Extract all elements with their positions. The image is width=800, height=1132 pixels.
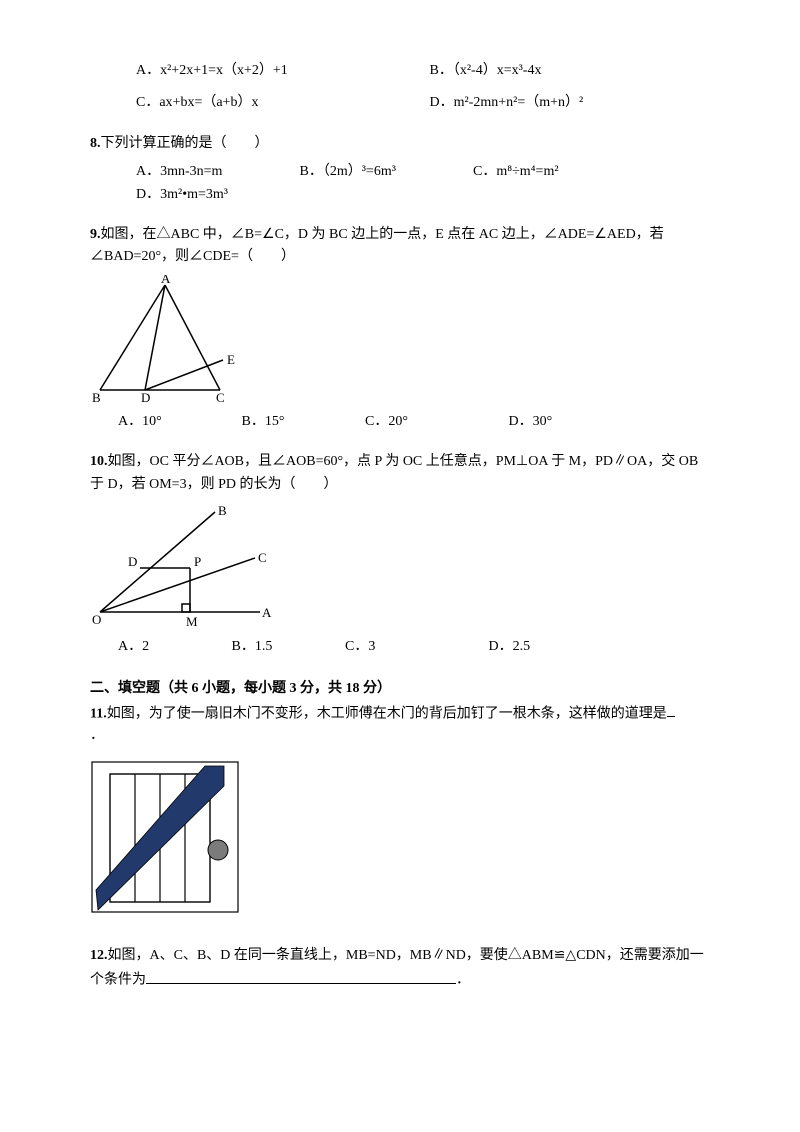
svg-text:C: C — [216, 390, 225, 405]
q8-options: A．3mn-3n=m B．（2m）³=6m³ C．m⁸÷m⁴=m² D．3m²•… — [90, 161, 710, 206]
q10-opt-c[interactable]: C．3 — [345, 636, 485, 658]
q11-stem-row: 11.如图，为了使一扇旧木门不变形，木工师傅在木门的背后加钉了一根木条，这样做的… — [90, 701, 710, 748]
q8-opt-c[interactable]: C．m⁸÷m⁴=m² — [473, 161, 603, 183]
q11-figure — [90, 760, 710, 915]
q9-opt-a[interactable]: A．10° — [118, 411, 238, 433]
svg-text:A: A — [161, 275, 171, 286]
q12-stem-row: 12.如图，A、C、B、D 在同一条直线上，MB=ND，MB∥ND，要使△ABM… — [90, 945, 710, 992]
svg-text:P: P — [194, 554, 201, 569]
q12-number: 12. — [90, 948, 108, 963]
svg-text:D: D — [128, 554, 137, 569]
q9-options: A．10° B．15° C．20° D．30° — [90, 411, 710, 433]
q11-stem-a: 如图，为了使一扇旧木门不变形，木工师傅在木门的背后加钉了一根木条，这样做的道理是 — [107, 706, 667, 721]
q12-blank[interactable] — [146, 967, 456, 983]
q9-stem-row: 9.如图，在△ABC 中，∠B=∠C，D 为 BC 边上的一点，E 点在 AC … — [90, 224, 710, 269]
svg-text:M: M — [186, 614, 198, 629]
q10-options: A．2 B．1.5 C．3 D．2.5 — [90, 636, 710, 658]
q12-stem-b: ． — [456, 973, 470, 988]
q8-opt-b[interactable]: B．（2m）³=6m³ — [300, 161, 440, 183]
q7-opt-a[interactable]: A．x²+2x+1=x（x+2）+1 — [136, 60, 396, 82]
svg-text:E: E — [227, 352, 235, 367]
q10-opt-a[interactable]: A．2 — [118, 636, 228, 658]
svg-text:C: C — [258, 550, 267, 565]
q10-stem-row: 10.如图，OC 平分∠AOB，且∠AOB=60°，点 P 为 OC 上任意点，… — [90, 451, 710, 496]
q9-opt-d[interactable]: D．30° — [509, 411, 553, 433]
q9-opt-c[interactable]: C．20° — [365, 411, 505, 433]
q10-figure: O A B C M P D — [90, 502, 710, 632]
q10-opt-d[interactable]: D．2.5 — [489, 636, 531, 658]
q7-opt-d[interactable]: D．m²-2mn+n²=（m+n）² — [430, 92, 584, 114]
q7-opt-c[interactable]: C．ax+bx=（a+b）x — [136, 92, 396, 114]
q7-options-row2: C．ax+bx=（a+b）x D．m²-2mn+n²=（m+n）² — [90, 92, 710, 114]
q11-number: 11. — [90, 706, 107, 721]
q10-stem: 如图，OC 平分∠AOB，且∠AOB=60°，点 P 为 OC 上任意点，PM⊥… — [90, 454, 698, 491]
svg-text:O: O — [92, 612, 101, 627]
q8-stem: 下列计算正确的是（ ） — [101, 136, 269, 151]
svg-text:B: B — [92, 390, 101, 405]
q9-number: 9. — [90, 227, 101, 242]
q8-number: 8. — [90, 136, 101, 151]
svg-text:A: A — [262, 605, 272, 620]
svg-text:D: D — [141, 390, 150, 405]
q8-opt-d[interactable]: D．3m²•m=3m³ — [136, 184, 228, 206]
q10-number: 10. — [90, 454, 108, 469]
q11-blank[interactable] — [667, 701, 675, 717]
svg-text:B: B — [218, 503, 227, 518]
q8-stem-row: 8.下列计算正确的是（ ） — [90, 133, 710, 155]
q10-opt-b[interactable]: B．1.5 — [232, 636, 342, 658]
q9-figure: A B C D E — [90, 275, 710, 407]
q8-opt-a[interactable]: A．3mn-3n=m — [136, 161, 266, 183]
q7-opt-b[interactable]: B．（x²-4）x=x³-4x — [430, 60, 542, 82]
q7-options-row1: A．x²+2x+1=x（x+2）+1 B．（x²-4）x=x³-4x — [90, 60, 710, 82]
q11-stem-b: ． — [90, 728, 104, 743]
q9-opt-b[interactable]: B．15° — [242, 411, 362, 433]
section2-head: 二、填空题（共 6 小题，每小题 3 分，共 18 分） — [90, 678, 710, 700]
q9-stem: 如图，在△ABC 中，∠B=∠C，D 为 BC 边上的一点，E 点在 AC 边上… — [90, 227, 664, 264]
